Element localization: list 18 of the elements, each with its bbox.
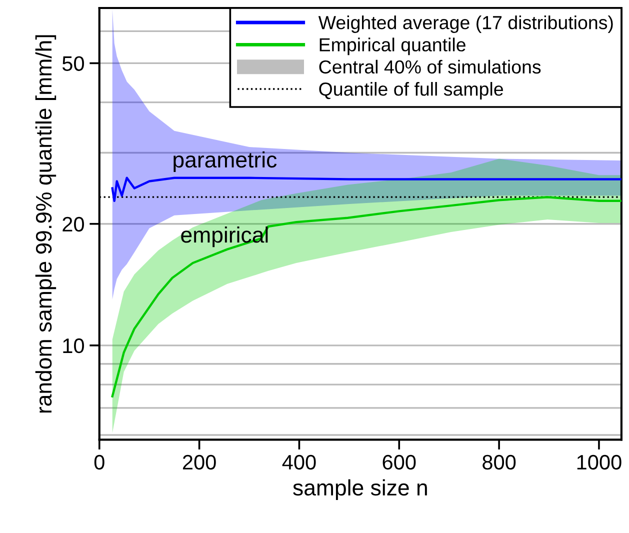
x-axis-title: sample size n: [293, 479, 427, 500]
line-series: [111, 196, 622, 398]
y-axis-title: random sample 99.9% quantile [mm/h]: [35, 35, 56, 413]
legend-label: Empirical quantile: [320, 38, 466, 56]
x-tick-label: 600: [382, 454, 416, 470]
annotation: parametric: [174, 151, 277, 172]
annotation: Central 40% of simulations: [319, 60, 541, 74]
x-tick-label: 1000: [577, 454, 622, 470]
x-tick-label: 400: [282, 454, 316, 470]
legend-label: Quantile of full sample: [319, 82, 503, 100]
y-tick-label: 20: [62, 216, 84, 232]
line-series: [111, 176, 622, 202]
x-tick-label: 800: [482, 454, 516, 470]
y-tick-label: 10: [63, 338, 84, 354]
x-tick-label: 0: [94, 454, 104, 470]
y-tick-label: 50: [62, 56, 84, 71]
legend-label: Weighted average (17 distributions): [318, 15, 613, 33]
x-tick-label: 200: [182, 454, 216, 470]
